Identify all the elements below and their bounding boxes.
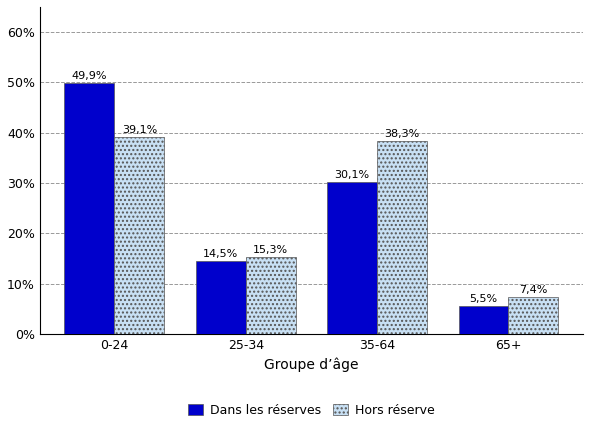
- Bar: [246, 257, 296, 334]
- X-axis label: Groupe d’âge: Groupe d’âge: [264, 357, 359, 372]
- Bar: [327, 182, 377, 334]
- Text: 7,4%: 7,4%: [519, 285, 548, 294]
- Text: 5,5%: 5,5%: [470, 294, 497, 304]
- Text: 30,1%: 30,1%: [335, 170, 370, 181]
- Bar: [114, 137, 165, 334]
- Bar: [64, 83, 114, 334]
- Bar: [458, 306, 509, 334]
- Text: 38,3%: 38,3%: [385, 129, 419, 139]
- Bar: [509, 297, 558, 334]
- Text: 14,5%: 14,5%: [203, 249, 238, 259]
- Text: 39,1%: 39,1%: [122, 125, 157, 135]
- Legend: Dans les réserves, Hors réserve: Dans les réserves, Hors réserve: [183, 399, 440, 422]
- Text: 15,3%: 15,3%: [253, 245, 289, 255]
- Text: 49,9%: 49,9%: [72, 71, 107, 81]
- Bar: [377, 141, 427, 334]
- Bar: [196, 261, 246, 334]
